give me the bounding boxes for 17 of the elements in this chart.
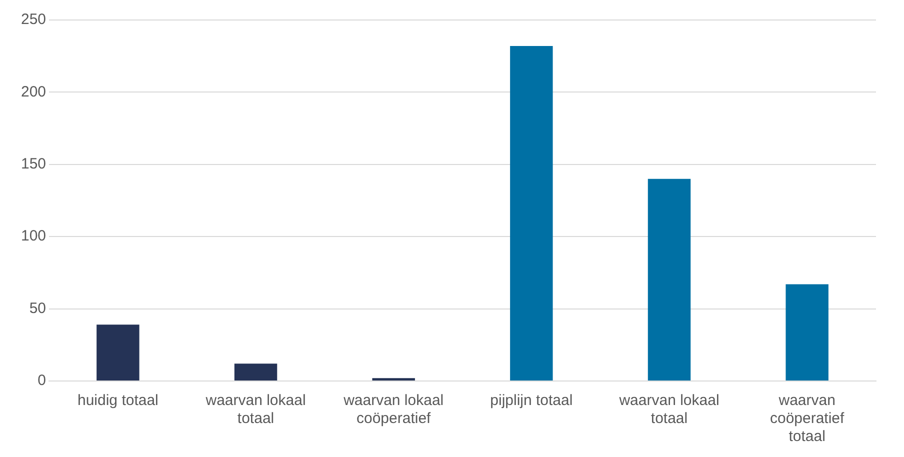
x-tick-label: waarvan lokaal totaal bbox=[204, 392, 306, 428]
x-tick-label: waarvan lokaal totaal bbox=[618, 392, 720, 428]
x-tick-label: waarvan lokaal coöperatief bbox=[342, 392, 444, 428]
bar bbox=[96, 324, 140, 380]
y-tick-label: 0 bbox=[38, 372, 46, 390]
y-tick-label: 150 bbox=[20, 156, 46, 173]
y-tick-label: 50 bbox=[29, 300, 46, 317]
x-tick-label: pijplijn totaal bbox=[490, 392, 573, 410]
y-tick-label: 200 bbox=[20, 83, 46, 100]
y-tick-label: 100 bbox=[20, 228, 46, 245]
bar bbox=[648, 178, 691, 380]
y-tick-label: 250 bbox=[20, 11, 46, 28]
x-tick-label: huidig totaal bbox=[77, 392, 158, 410]
bar bbox=[786, 284, 828, 380]
bar bbox=[234, 364, 278, 380]
bar bbox=[510, 46, 553, 380]
x-tick-label: waarvan coöperatief totaal bbox=[770, 392, 846, 446]
